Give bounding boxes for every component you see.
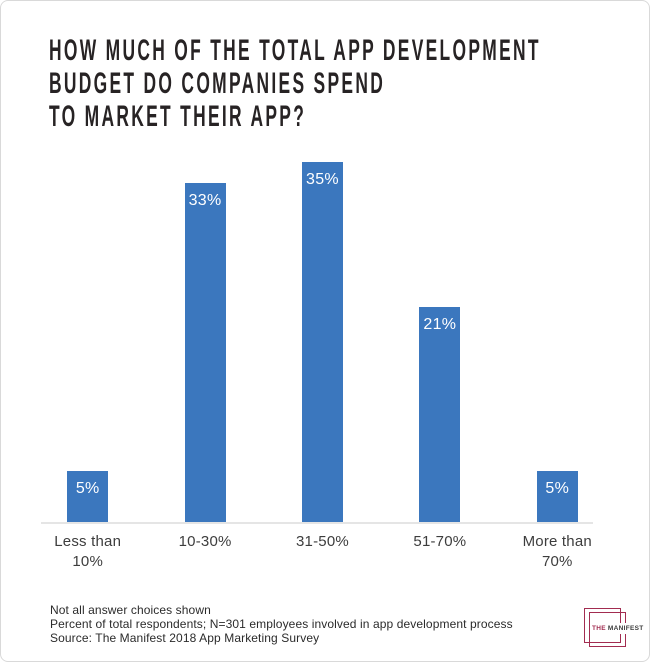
bar-slot: 35% [264, 151, 381, 523]
category-label-line: 10% [72, 553, 103, 570]
x-axis-labels: Less than 10% 10-30% 31-50% 51-70% More than 7… [29, 532, 616, 572]
category-label-line: 51-70% [413, 533, 467, 550]
bar-10-30-: 33% [184, 183, 226, 523]
bar-value-label: 21% [423, 316, 457, 333]
bar-slot: 5% [29, 151, 146, 523]
bar-value-label: 33% [188, 192, 222, 209]
bar-31-50-: 35% [301, 162, 343, 523]
bar-slot: 21% [381, 151, 498, 523]
chart-title-line-2: BUDGET DO COMPANIES SPEND [49, 67, 386, 100]
plot-area: 5% 33% 35% 21% 5% [29, 151, 616, 523]
bar-less-than-10-: 5% [67, 471, 109, 523]
category-label-line: Less than [54, 533, 122, 550]
bar-value-label: 35% [306, 171, 339, 188]
category-label-line: 31-50% [296, 533, 349, 550]
footnotes: Not all answer choices shown Percent of … [50, 603, 513, 645]
bar-more-than-70-: 5% [536, 471, 578, 523]
category-label: 31-50% [264, 532, 381, 572]
logo-word-the: THE [592, 625, 606, 632]
bar-value-label: 5% [75, 480, 100, 497]
logo-wordmark: THE MANIFEST [590, 623, 646, 634]
footnote-sample: Percent of total respondents; N=301 empl… [50, 617, 513, 631]
x-axis-line [41, 522, 593, 524]
footnote-answer-choices: Not all answer choices shown [50, 603, 211, 617]
category-label: 10-30% [146, 532, 263, 572]
the-manifest-logo: THE MANIFEST [584, 607, 646, 649]
bar-value-label: 5% [545, 480, 570, 497]
chart-title: HOW MUCH OF THE TOTAL APP DEVELOPMENT BU… [49, 34, 629, 133]
chart-title-line-3: TO MARKET THEIR APP? [49, 100, 307, 133]
category-label: Less than 10% [29, 532, 146, 572]
bar-slot: 5% [499, 151, 616, 523]
chart-title-line-1: HOW MUCH OF THE TOTAL APP DEVELOPMENT [49, 34, 541, 67]
category-label-line: More than [522, 533, 592, 550]
category-label-line: 70% [541, 553, 573, 570]
logo-word-manifest: MANIFEST [607, 625, 644, 632]
footnote-source: Source: The Manifest 2018 App Marketing … [50, 631, 320, 645]
bar-51-70-: 21% [419, 307, 461, 523]
category-label: More than 70% [499, 532, 616, 572]
category-label-line: 10-30% [178, 533, 232, 550]
category-label: 51-70% [381, 532, 498, 572]
bar-slot: 33% [146, 151, 263, 523]
